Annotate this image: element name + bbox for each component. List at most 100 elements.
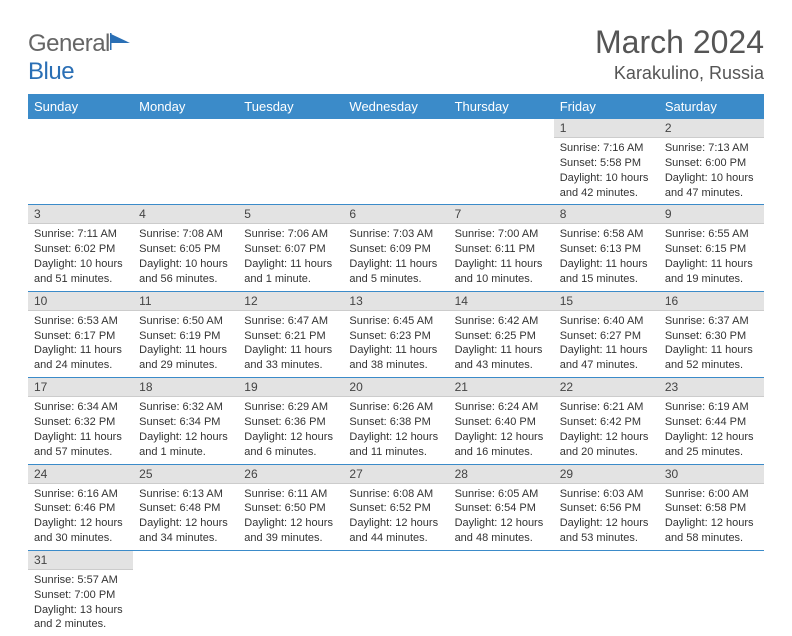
daynum-empty bbox=[343, 119, 448, 137]
day-cell: 25Sunrise: 6:13 AMSunset: 6:48 PMDayligh… bbox=[133, 464, 238, 550]
empty-cell bbox=[343, 119, 448, 205]
daylight-text: Daylight: 11 hours and 15 minutes. bbox=[560, 257, 653, 287]
day-number: 6 bbox=[343, 205, 448, 224]
calendar-table: SundayMondayTuesdayWednesdayThursdayFrid… bbox=[28, 94, 764, 636]
day-cell: 12Sunrise: 6:47 AMSunset: 6:21 PMDayligh… bbox=[238, 291, 343, 377]
empty-cell bbox=[133, 550, 238, 636]
day-number: 29 bbox=[554, 465, 659, 484]
empty-cell bbox=[133, 119, 238, 205]
daynum-empty bbox=[28, 119, 133, 137]
day-cell: 3Sunrise: 7:11 AMSunset: 6:02 PMDaylight… bbox=[28, 205, 133, 291]
daylight-text: Daylight: 11 hours and 38 minutes. bbox=[349, 343, 442, 373]
sunrise-text: Sunrise: 6:08 AM bbox=[349, 487, 442, 502]
day-number: 17 bbox=[28, 378, 133, 397]
sunrise-text: Sunrise: 6:21 AM bbox=[560, 400, 653, 415]
logo-flag-icon bbox=[110, 30, 136, 58]
daylight-text: Daylight: 12 hours and 16 minutes. bbox=[455, 430, 548, 460]
day-number: 23 bbox=[659, 378, 764, 397]
logo: GeneralBlue bbox=[28, 24, 136, 86]
day-content: Sunrise: 7:06 AMSunset: 6:07 PMDaylight:… bbox=[238, 224, 343, 290]
day-content: Sunrise: 6:37 AMSunset: 6:30 PMDaylight:… bbox=[659, 311, 764, 377]
day-content: Sunrise: 7:11 AMSunset: 6:02 PMDaylight:… bbox=[28, 224, 133, 290]
weekday-header: Wednesday bbox=[343, 94, 448, 119]
sunrise-text: Sunrise: 6:29 AM bbox=[244, 400, 337, 415]
logo-text-blue: Blue bbox=[28, 58, 74, 85]
sunset-text: Sunset: 6:02 PM bbox=[34, 242, 127, 257]
day-cell: 8Sunrise: 6:58 AMSunset: 6:13 PMDaylight… bbox=[554, 205, 659, 291]
day-number: 28 bbox=[449, 465, 554, 484]
sunrise-text: Sunrise: 6:45 AM bbox=[349, 314, 442, 329]
day-content: Sunrise: 6:42 AMSunset: 6:25 PMDaylight:… bbox=[449, 311, 554, 377]
daylight-text: Daylight: 10 hours and 51 minutes. bbox=[34, 257, 127, 287]
sunrise-text: Sunrise: 6:50 AM bbox=[139, 314, 232, 329]
day-content: Sunrise: 6:40 AMSunset: 6:27 PMDaylight:… bbox=[554, 311, 659, 377]
calendar-row: 3Sunrise: 7:11 AMSunset: 6:02 PMDaylight… bbox=[28, 205, 764, 291]
day-number: 14 bbox=[449, 292, 554, 311]
day-cell: 1Sunrise: 7:16 AMSunset: 5:58 PMDaylight… bbox=[554, 119, 659, 205]
daynum-empty bbox=[449, 551, 554, 569]
sunrise-text: Sunrise: 5:57 AM bbox=[34, 573, 127, 588]
day-content: Sunrise: 6:11 AMSunset: 6:50 PMDaylight:… bbox=[238, 484, 343, 550]
day-number: 26 bbox=[238, 465, 343, 484]
daylight-text: Daylight: 11 hours and 33 minutes. bbox=[244, 343, 337, 373]
sunset-text: Sunset: 6:19 PM bbox=[139, 329, 232, 344]
sunset-text: Sunset: 6:21 PM bbox=[244, 329, 337, 344]
day-number: 1 bbox=[554, 119, 659, 138]
sunset-text: Sunset: 6:52 PM bbox=[349, 501, 442, 516]
sunset-text: Sunset: 5:58 PM bbox=[560, 156, 653, 171]
day-number: 16 bbox=[659, 292, 764, 311]
empty-cell bbox=[238, 550, 343, 636]
day-number: 19 bbox=[238, 378, 343, 397]
sunset-text: Sunset: 6:58 PM bbox=[665, 501, 758, 516]
weekday-header: Saturday bbox=[659, 94, 764, 119]
day-content: Sunrise: 6:24 AMSunset: 6:40 PMDaylight:… bbox=[449, 397, 554, 463]
sunset-text: Sunset: 6:48 PM bbox=[139, 501, 232, 516]
sunset-text: Sunset: 6:27 PM bbox=[560, 329, 653, 344]
daylight-text: Daylight: 12 hours and 20 minutes. bbox=[560, 430, 653, 460]
day-number: 9 bbox=[659, 205, 764, 224]
day-cell: 9Sunrise: 6:55 AMSunset: 6:15 PMDaylight… bbox=[659, 205, 764, 291]
empty-cell bbox=[28, 119, 133, 205]
daylight-text: Daylight: 11 hours and 10 minutes. bbox=[455, 257, 548, 287]
daylight-text: Daylight: 12 hours and 34 minutes. bbox=[139, 516, 232, 546]
sunrise-text: Sunrise: 6:55 AM bbox=[665, 227, 758, 242]
day-content: Sunrise: 6:19 AMSunset: 6:44 PMDaylight:… bbox=[659, 397, 764, 463]
day-content: Sunrise: 6:34 AMSunset: 6:32 PMDaylight:… bbox=[28, 397, 133, 463]
day-content: Sunrise: 6:32 AMSunset: 6:34 PMDaylight:… bbox=[133, 397, 238, 463]
day-content: Sunrise: 6:29 AMSunset: 6:36 PMDaylight:… bbox=[238, 397, 343, 463]
daylight-text: Daylight: 11 hours and 24 minutes. bbox=[34, 343, 127, 373]
sunrise-text: Sunrise: 6:03 AM bbox=[560, 487, 653, 502]
day-content: Sunrise: 6:21 AMSunset: 6:42 PMDaylight:… bbox=[554, 397, 659, 463]
sunrise-text: Sunrise: 6:00 AM bbox=[665, 487, 758, 502]
day-number: 8 bbox=[554, 205, 659, 224]
sunrise-text: Sunrise: 6:40 AM bbox=[560, 314, 653, 329]
sunrise-text: Sunrise: 6:24 AM bbox=[455, 400, 548, 415]
sunrise-text: Sunrise: 6:58 AM bbox=[560, 227, 653, 242]
day-content: Sunrise: 7:08 AMSunset: 6:05 PMDaylight:… bbox=[133, 224, 238, 290]
sunset-text: Sunset: 6:54 PM bbox=[455, 501, 548, 516]
day-content: Sunrise: 6:53 AMSunset: 6:17 PMDaylight:… bbox=[28, 311, 133, 377]
daylight-text: Daylight: 10 hours and 42 minutes. bbox=[560, 171, 653, 201]
daylight-text: Daylight: 12 hours and 6 minutes. bbox=[244, 430, 337, 460]
day-number: 18 bbox=[133, 378, 238, 397]
sunrise-text: Sunrise: 6:32 AM bbox=[139, 400, 232, 415]
day-cell: 6Sunrise: 7:03 AMSunset: 6:09 PMDaylight… bbox=[343, 205, 448, 291]
day-content: Sunrise: 6:03 AMSunset: 6:56 PMDaylight:… bbox=[554, 484, 659, 550]
weekday-header: Tuesday bbox=[238, 94, 343, 119]
sunset-text: Sunset: 6:42 PM bbox=[560, 415, 653, 430]
daylight-text: Daylight: 11 hours and 5 minutes. bbox=[349, 257, 442, 287]
daylight-text: Daylight: 12 hours and 30 minutes. bbox=[34, 516, 127, 546]
sunset-text: Sunset: 6:23 PM bbox=[349, 329, 442, 344]
sunset-text: Sunset: 6:30 PM bbox=[665, 329, 758, 344]
day-cell: 2Sunrise: 7:13 AMSunset: 6:00 PMDaylight… bbox=[659, 119, 764, 205]
sunset-text: Sunset: 6:05 PM bbox=[139, 242, 232, 257]
sunset-text: Sunset: 6:44 PM bbox=[665, 415, 758, 430]
daylight-text: Daylight: 11 hours and 47 minutes. bbox=[560, 343, 653, 373]
sunrise-text: Sunrise: 7:13 AM bbox=[665, 141, 758, 156]
day-content: Sunrise: 5:57 AMSunset: 7:00 PMDaylight:… bbox=[28, 570, 133, 636]
empty-cell bbox=[554, 550, 659, 636]
calendar-row: 10Sunrise: 6:53 AMSunset: 6:17 PMDayligh… bbox=[28, 291, 764, 377]
day-cell: 13Sunrise: 6:45 AMSunset: 6:23 PMDayligh… bbox=[343, 291, 448, 377]
sunset-text: Sunset: 7:00 PM bbox=[34, 588, 127, 603]
logo-text-gray: General bbox=[28, 30, 110, 57]
